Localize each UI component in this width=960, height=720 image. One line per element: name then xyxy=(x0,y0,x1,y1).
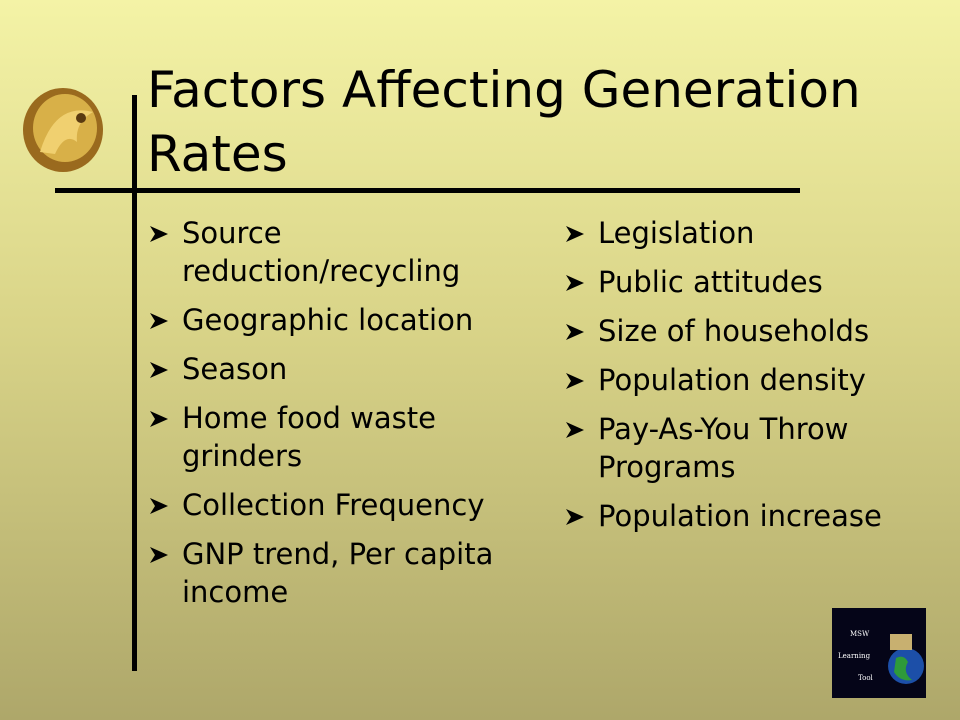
bullet-item: Pay-As-You Throw Programs xyxy=(564,410,934,486)
logo-text: MSW xyxy=(850,630,870,638)
bullet-text: Population increase xyxy=(598,499,882,533)
bullet-text: GNP trend, Per capita income xyxy=(182,537,494,609)
bullet-item: Size of households xyxy=(564,312,934,350)
divider-horizontal xyxy=(55,188,800,193)
bullet-text: Source reduction/recycling xyxy=(182,216,461,288)
bullet-arrow xyxy=(150,411,168,427)
bullet-text: Season xyxy=(182,352,288,386)
university-logo xyxy=(23,88,103,172)
bullet-item: Public attitudes xyxy=(564,263,934,301)
bullet-text: Home food waste grinders xyxy=(182,401,436,473)
bullet-arrow xyxy=(150,362,168,378)
bullet-list: Legislation Public attitudes Size of house… xyxy=(564,214,934,546)
bullet-arrow xyxy=(566,226,584,242)
bullet-arrow xyxy=(566,373,584,389)
logo-text: Learning xyxy=(838,652,871,660)
bullet-arrow xyxy=(150,313,168,329)
bullet-item: Collection Frequency xyxy=(148,486,523,524)
bullet-arrow xyxy=(566,509,584,525)
msw-learning-tool-logo: MSW Learning Tool xyxy=(832,608,926,698)
bullet-arrow xyxy=(566,275,584,291)
bullet-text: Geographic location xyxy=(182,303,474,337)
bullet-text: Legislation xyxy=(598,216,755,250)
slide-title: Factors Affecting Generation Rates xyxy=(147,61,861,183)
bullet-item: GNP trend, Per capita income xyxy=(148,535,523,611)
bullet-text: Size of households xyxy=(598,314,870,348)
bullet-item: Home food waste grinders xyxy=(148,399,523,475)
bullet-text: Public attitudes xyxy=(598,265,823,299)
divider-vertical xyxy=(132,95,137,671)
bullet-arrow xyxy=(150,498,168,514)
bullet-item: Legislation xyxy=(564,214,934,252)
bullet-item: Geographic location xyxy=(148,301,523,339)
bullet-arrow xyxy=(150,547,168,563)
bullet-text: Collection Frequency xyxy=(182,488,485,522)
bullet-list: Source reduction/recycling Geographic loc… xyxy=(148,214,523,622)
bullet-arrow xyxy=(566,324,584,340)
bullet-arrow xyxy=(566,422,584,438)
bullet-item: Population density xyxy=(564,361,934,399)
logo-text: Tool xyxy=(858,674,873,682)
bullet-text: Population density xyxy=(598,363,866,397)
bullet-item: Season xyxy=(148,350,523,388)
bullet-arrow xyxy=(150,226,168,242)
bullet-item: Source reduction/recycling xyxy=(148,214,523,290)
globe-icon xyxy=(888,634,924,684)
bullet-item: Population increase xyxy=(564,497,934,535)
bullet-text: Pay-As-You Throw Programs xyxy=(598,412,849,484)
